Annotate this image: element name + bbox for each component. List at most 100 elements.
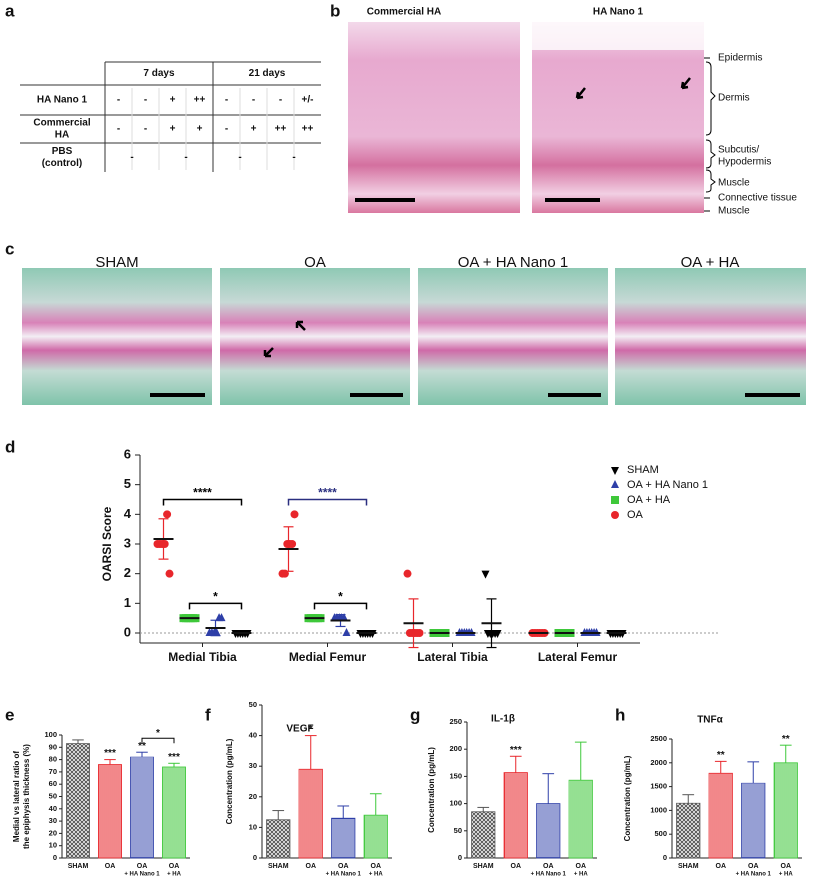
x-tick-label: Medial Femur: [289, 650, 367, 664]
data-point: [611, 496, 619, 504]
joint-image: [220, 268, 410, 405]
x-tick-label: OA: [338, 863, 349, 870]
significance-label: ***: [104, 748, 116, 759]
x-tick-label: + HA Nano 1: [326, 872, 362, 878]
joint-title: OA: [304, 254, 326, 271]
image-detail: [532, 22, 704, 50]
table-cell: +/-: [302, 95, 314, 106]
y-tick-label: 10: [49, 841, 57, 850]
bar: [471, 811, 496, 859]
data-point: [415, 629, 424, 637]
table-cell: ++: [275, 124, 287, 135]
y-tick-label: 60: [49, 779, 57, 788]
x-tick-label: + HA: [574, 872, 589, 878]
x-tick-label: SHAM: [68, 863, 89, 870]
chart-title: TNFα: [697, 715, 723, 726]
y-tick-label: 2500: [650, 734, 667, 743]
table-cell: ++: [194, 95, 206, 106]
legend-label: OA + HA: [627, 494, 671, 506]
chart-title: VEGF: [286, 724, 313, 735]
y-tick-label: 0: [253, 853, 257, 862]
y-axis-label: Concentration (pg/mL): [427, 747, 436, 833]
row-label: PBS: [52, 146, 73, 157]
y-tick-label: 0: [458, 853, 462, 862]
y-tick-label: 50: [454, 826, 462, 835]
significance-bracket: [313, 602, 368, 610]
data-point: [403, 569, 412, 578]
panel-label: a: [5, 1, 15, 20]
chart-title: IL-1β: [491, 714, 515, 725]
significance-label: ***: [168, 752, 180, 763]
x-tick-label: + HA: [167, 872, 182, 878]
arrow: [263, 347, 274, 358]
table-cell: -: [144, 95, 147, 106]
y-axis-label: Concentration (pg/mL): [623, 755, 632, 841]
y-tick-label: 4: [124, 506, 132, 521]
layer-label: Connective tissue: [718, 193, 797, 204]
y-tick-label: 200: [449, 744, 462, 753]
significance-bracket: [188, 602, 243, 610]
significance-bracket: [162, 498, 243, 506]
bar: [66, 743, 90, 859]
x-tick-label: + HA Nano 1: [124, 872, 160, 878]
data-point: [163, 510, 172, 519]
bar: [363, 814, 388, 859]
y-tick-label: 0: [53, 853, 57, 862]
layer-brackets: [704, 57, 716, 212]
table-cell: ++: [302, 124, 314, 135]
x-tick-label: SHAM: [473, 863, 494, 870]
panel-label: g: [410, 705, 420, 724]
y-tick-label: 500: [654, 829, 667, 838]
bar: [676, 802, 701, 859]
y-tick-label: 50: [249, 700, 257, 709]
x-tick-label: Lateral Femur: [538, 650, 618, 664]
x-tick-label: + HA: [779, 872, 794, 878]
data-point: [611, 480, 619, 488]
x-tick-label: Medial Tibia: [168, 650, 237, 664]
y-tick-label: 3: [124, 535, 131, 550]
x-tick-label: OA: [716, 863, 727, 870]
y-axis-label: Medial vs lateral ratio of: [12, 751, 21, 842]
significance-label: **: [138, 741, 146, 752]
y-tick-label: 6: [124, 446, 131, 461]
x-tick-label: OA: [748, 863, 759, 870]
x-tick-label: OA: [371, 863, 382, 870]
data-point: [493, 630, 502, 638]
data-point: [165, 569, 174, 578]
panel-label: f: [205, 705, 211, 724]
significance-label: *: [309, 724, 313, 735]
y-tick-label: 20: [249, 792, 257, 801]
histology-image: [348, 22, 520, 213]
layer-label: Dermis: [718, 93, 750, 104]
bar: [331, 817, 356, 859]
joint-title: SHAM: [95, 254, 138, 271]
layer-label: Muscle: [718, 206, 750, 217]
y-axis-label: Concentration (pg/mL): [225, 738, 234, 824]
joint-image: [22, 268, 212, 405]
bar: [536, 803, 561, 859]
table-cell: -: [225, 95, 228, 106]
legend-label: OA + HA Nano 1: [627, 479, 708, 491]
y-axis-label: OARSI Score: [100, 506, 114, 581]
significance-label: *: [156, 728, 160, 739]
y-tick-label: 0: [663, 853, 667, 862]
joint-image: [615, 268, 806, 405]
table-cell: -: [117, 124, 120, 135]
y-tick-label: 150: [449, 771, 462, 780]
data-point: [212, 628, 221, 636]
y-tick-label: 30: [49, 816, 57, 825]
table-cell: -: [238, 152, 241, 163]
x-tick-label: OA: [105, 863, 116, 870]
joint-image: [418, 268, 608, 405]
table-cell: +: [170, 124, 176, 135]
x-tick-label: SHAM: [678, 863, 699, 870]
significance-bracket: [141, 737, 175, 744]
bar: [708, 772, 733, 859]
bar: [298, 768, 323, 859]
bar: [568, 779, 593, 859]
bar: [741, 782, 766, 859]
y-tick-label: 20: [49, 828, 57, 837]
panel-label: d: [5, 437, 15, 456]
x-tick-label: Lateral Tibia: [417, 650, 488, 664]
bar: [773, 762, 798, 859]
